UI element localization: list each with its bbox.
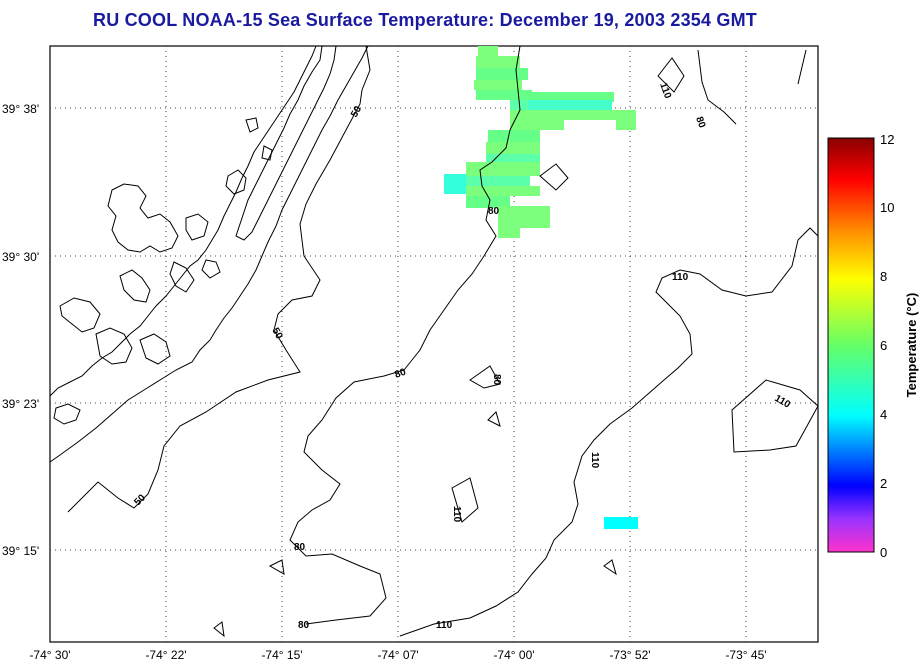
- sst-pixel: [476, 68, 528, 80]
- isobath-80-ring: [539, 163, 569, 191]
- colorbar-tick: 4: [880, 407, 887, 422]
- isobath-50: [67, 45, 371, 513]
- longitude-label: -74° 07': [377, 648, 418, 662]
- isobath-80-ring: [213, 621, 225, 638]
- sst-pixel: [488, 130, 540, 142]
- sst-pixel: [466, 186, 540, 196]
- colorbar-tick: 10: [880, 200, 894, 215]
- contour-label-110: 110: [436, 620, 453, 631]
- isobath-110-segment: [797, 49, 807, 85]
- map-frame: [49, 45, 819, 643]
- sst-pixel: [466, 162, 540, 176]
- sst-pixel: [498, 228, 520, 238]
- sst-pixel: [486, 142, 540, 154]
- sst-pixel: [444, 174, 466, 194]
- contour-label-80: 80: [491, 374, 502, 386]
- isobath-110: [399, 227, 819, 637]
- contour-label-50: 50: [269, 326, 284, 342]
- sst-pixel: [486, 154, 540, 164]
- isobath-80-ring: [487, 411, 501, 427]
- contour-label-110: 110: [672, 272, 689, 283]
- latitude-label: 39° 38': [2, 102, 39, 116]
- map-title: RU COOL NOAA-15 Sea Surface Temperature:…: [93, 10, 757, 30]
- sst-pixel: [510, 118, 564, 130]
- graticule: [50, 46, 818, 642]
- colorbar-tick: 2: [880, 476, 887, 491]
- contour-labels: 50 50 50 80 80 80 80 80 80 110 110 110 1…: [132, 81, 792, 631]
- longitude-label: -74° 30': [29, 648, 70, 662]
- sst-pixel: [476, 56, 520, 68]
- sst-pixel: [476, 90, 532, 100]
- contour-label-50: 50: [349, 104, 364, 120]
- sst-pixel: [466, 176, 530, 186]
- isobaths: [67, 45, 819, 638]
- colorbar-tick: 6: [880, 338, 887, 353]
- sst-pixel: [474, 80, 522, 90]
- isobath-110-segment: [697, 49, 737, 125]
- longitude-label: -74° 00': [493, 648, 534, 662]
- latitude-label: 39° 15': [2, 544, 39, 558]
- sst-pixel: [510, 92, 614, 102]
- latitude-label: 39° 30': [2, 250, 39, 264]
- contour-label-80: 80: [693, 115, 707, 130]
- latitude-axis: 39° 38' 39° 30' 39° 23' 39° 15': [2, 102, 39, 558]
- contour-label-80: 80: [488, 206, 500, 217]
- isobath-110-ring: [657, 57, 685, 93]
- sst-pixel: [498, 218, 550, 228]
- sst-pixel: [478, 46, 498, 56]
- isobath-80-ring: [469, 365, 501, 389]
- contour-label-80: 80: [298, 620, 310, 631]
- contour-label-80: 80: [294, 542, 306, 553]
- isobath-110-ring: [731, 379, 819, 453]
- colorbar-title: Temperature (°C): [904, 293, 919, 398]
- contour-label-110: 110: [589, 452, 600, 469]
- colorbar-tick: 0: [880, 545, 887, 560]
- colorbar-gradient: [827, 137, 875, 553]
- contour-label-80: 80: [393, 367, 408, 381]
- coastline: [49, 45, 369, 463]
- isobath-80: [289, 45, 521, 625]
- sst-pixel: [604, 517, 638, 529]
- sst-pixel: [616, 110, 636, 130]
- sst-pixel: [466, 196, 510, 208]
- sst-pixel: [510, 110, 620, 120]
- contour-label-110: 110: [451, 506, 462, 523]
- contour-label-110: 110: [657, 81, 673, 100]
- sst-pixel: [498, 206, 550, 218]
- latitude-label: 39° 23': [2, 397, 39, 411]
- colorbar-tick: 8: [880, 269, 887, 284]
- longitude-label: -74° 22': [145, 648, 186, 662]
- isobath-80-ring: [268, 559, 285, 575]
- longitude-axis: -74° 30' -74° 22' -74° 15' -74° 07' -74°…: [29, 648, 766, 662]
- colorbar: 12 10 8 6 4 2 0 Temperature (°C): [827, 132, 919, 560]
- isobath-110-ring: [451, 477, 479, 523]
- sst-pixel: [528, 100, 612, 110]
- sst-pixel-layer: [444, 46, 638, 529]
- longitude-label: -74° 15': [261, 648, 302, 662]
- isobath-110-ring: [603, 559, 617, 576]
- longitude-label: -73° 45': [725, 648, 766, 662]
- longitude-label: -73° 52': [609, 648, 650, 662]
- colorbar-tick: 12: [880, 132, 894, 147]
